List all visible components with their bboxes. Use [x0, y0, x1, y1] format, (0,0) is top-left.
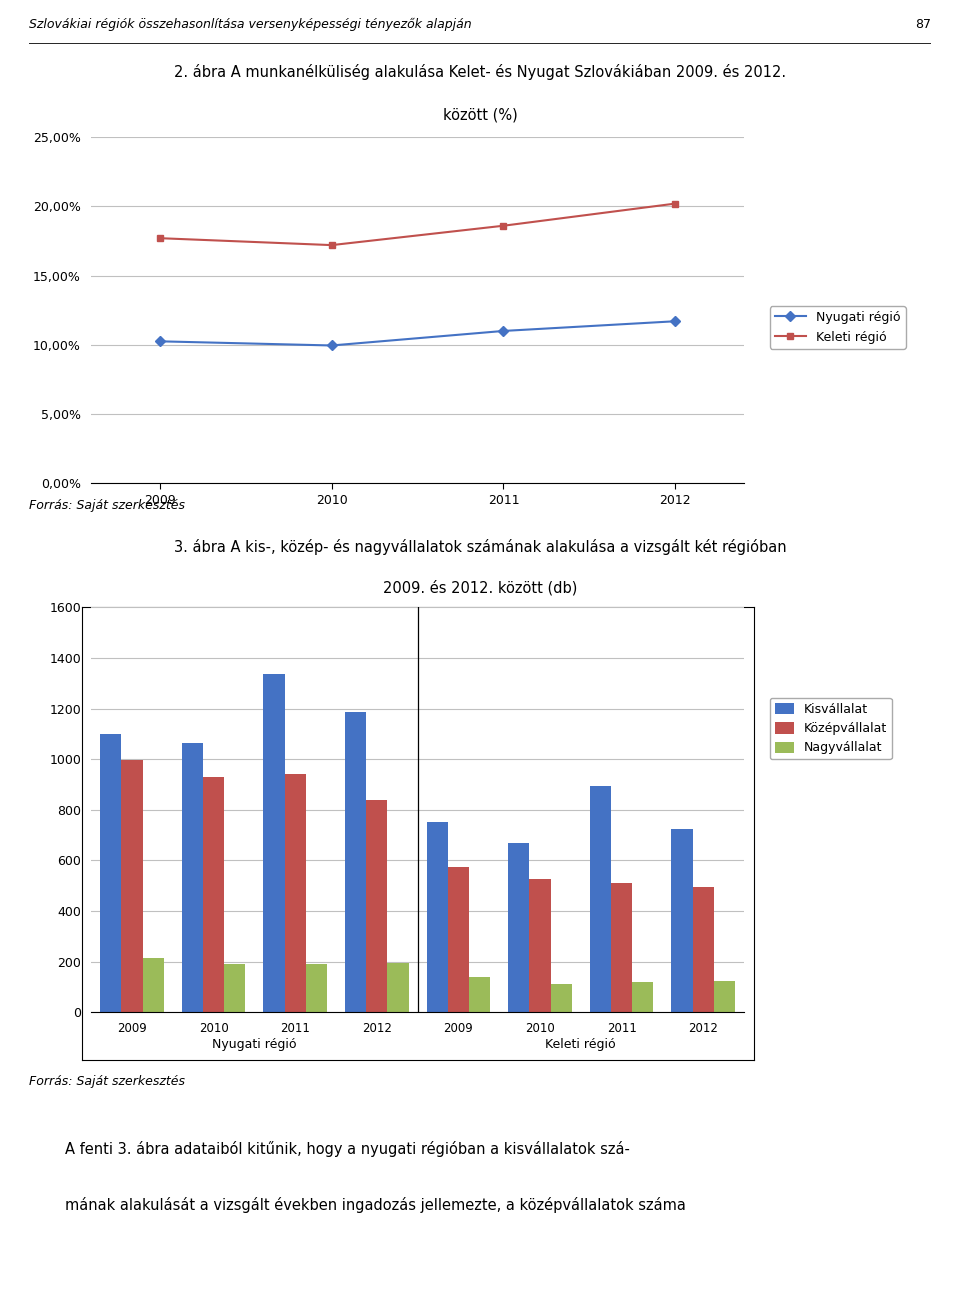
Text: A fenti 3. ábra adataiból kitűnik, hogy a nyugati régióban a kisvállalatok szá-: A fenti 3. ábra adataiból kitűnik, hogy …	[65, 1141, 630, 1157]
Text: Forrás: Saját szerkesztés: Forrás: Saját szerkesztés	[29, 499, 184, 512]
Bar	[181, 743, 203, 1012]
Text: 87: 87	[915, 18, 931, 31]
Nyugati régió	[497, 323, 509, 338]
Bar	[121, 760, 143, 1012]
Bar	[692, 887, 714, 1012]
Bar	[447, 867, 469, 1012]
Bar	[426, 823, 447, 1012]
Bar	[633, 982, 654, 1012]
Keleti régió	[155, 230, 166, 246]
Keleti régió	[669, 196, 681, 212]
Bar	[714, 981, 735, 1012]
Text: 2009. és 2012. között (db): 2009. és 2012. között (db)	[383, 580, 577, 596]
Bar	[306, 964, 327, 1012]
Bar	[508, 842, 529, 1012]
Bar	[345, 712, 366, 1012]
Bar	[671, 829, 692, 1012]
Nyugati régió	[326, 338, 338, 354]
Text: Szlovákiai régiók összehasonlítása versenyképességi tényezők alapján: Szlovákiai régiók összehasonlítása verse…	[29, 18, 471, 31]
Bar	[366, 799, 388, 1012]
Bar	[143, 957, 164, 1012]
Bar	[263, 674, 284, 1012]
Line: Keleti régió: Keleti régió	[156, 200, 679, 248]
Keleti régió	[326, 238, 338, 253]
Text: Forrás: Saját szerkesztés: Forrás: Saját szerkesztés	[29, 1075, 184, 1088]
Line: Nyugati régió: Nyugati régió	[156, 317, 679, 349]
Bar	[388, 963, 409, 1012]
Nyugati régió	[155, 333, 166, 349]
Bar	[469, 977, 491, 1012]
Text: között (%): között (%)	[443, 107, 517, 123]
Legend: Nyugati régió, Keleti régió: Nyugati régió, Keleti régió	[770, 307, 905, 349]
Bar	[225, 964, 246, 1012]
Bar	[551, 985, 572, 1012]
Text: 2. ábra A munkanélküliség alakulása Kelet- és Nyugat Szlovákiában 2009. és 2012.: 2. ábra A munkanélküliség alakulása Kele…	[174, 64, 786, 80]
Bar	[589, 786, 611, 1012]
Text: mának alakulását a vizsgált években ingadozás jellemezte, a középvállalatok szám: mának alakulását a vizsgált években inga…	[65, 1196, 685, 1213]
Text: 3. ábra A kis-, közép- és nagyvállalatok számának alakulása a vizsgált két régió: 3. ábra A kis-, közép- és nagyvállalatok…	[174, 538, 786, 555]
Bar	[100, 734, 121, 1012]
Text: Nyugati régió: Nyugati régió	[212, 1038, 297, 1051]
Bar	[529, 879, 551, 1012]
Keleti régió	[497, 218, 509, 234]
Text: Keleti régió: Keleti régió	[545, 1038, 616, 1051]
Nyugati régió	[669, 313, 681, 329]
Legend: Kisvállalat, Középvállalat, Nagyvállalat: Kisvállalat, Középvállalat, Nagyvállalat	[770, 697, 892, 760]
Bar	[284, 774, 306, 1012]
Bar	[611, 883, 633, 1012]
Bar	[203, 777, 225, 1012]
